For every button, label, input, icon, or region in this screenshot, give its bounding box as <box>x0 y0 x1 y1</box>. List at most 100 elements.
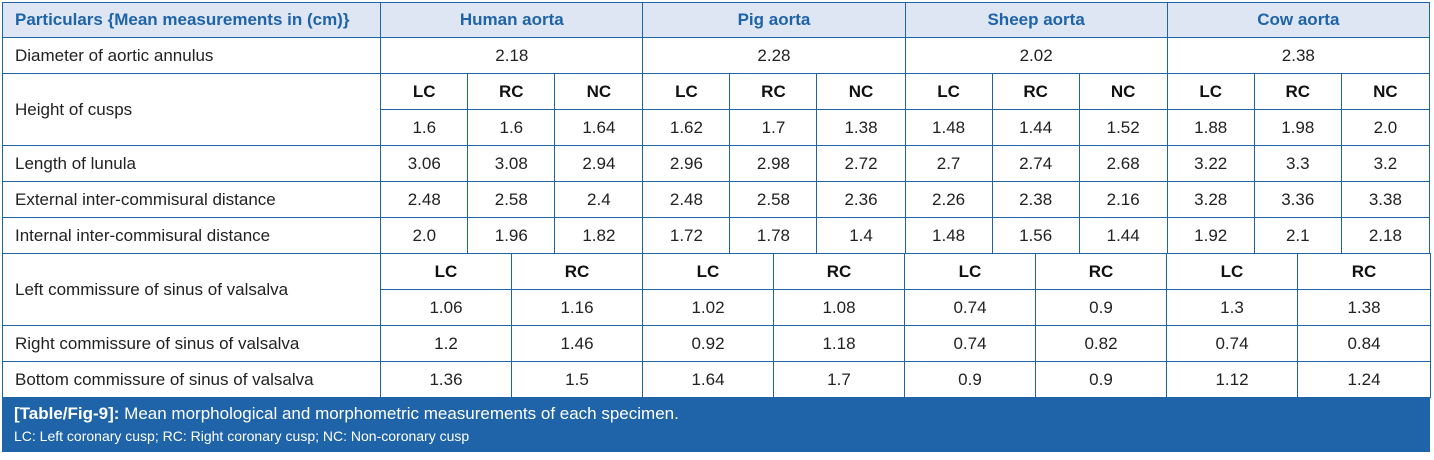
cusp-label: LC <box>380 73 469 110</box>
row-label: Left commissure of sinus of valsalva <box>2 253 381 326</box>
cusp-label: RC <box>1297 253 1431 290</box>
table-cell: 1.7 <box>729 109 818 146</box>
table-cell: 1.52 <box>1078 109 1168 146</box>
table-cell: 3.22 <box>1166 145 1255 182</box>
table-cell: 2.7 <box>904 145 993 182</box>
table-row: Left commissure of sinus of valsalva LC … <box>2 253 1431 326</box>
table-cell: 2.74 <box>991 145 1080 182</box>
row-label: Bottom commissure of sinus of valsalva <box>2 361 381 398</box>
table-cell: 3.06 <box>380 145 469 182</box>
table-cell: 1.08 <box>773 289 905 326</box>
table-cell: 1.46 <box>511 325 643 362</box>
table-cell: 1.6 <box>467 109 556 146</box>
table-row: Bottom commissure of sinus of valsalva 1… <box>2 361 1431 398</box>
table-cell: 1.16 <box>511 289 643 326</box>
cusp-label: LC <box>904 253 1036 290</box>
table-cell: 2.1 <box>1253 217 1342 254</box>
header-pig-aorta: Pig aorta <box>642 2 906 38</box>
cusp-label: RC <box>511 253 643 290</box>
row-label: Right commissure of sinus of valsalva <box>2 325 381 362</box>
caption-footnote: LC: Left coronary cusp; RC: Right corona… <box>14 428 470 444</box>
table-cell: 2.48 <box>380 181 469 218</box>
table-cell: 2.58 <box>467 181 556 218</box>
table-cell: 2.58 <box>729 181 818 218</box>
table-cell: 3.08 <box>467 145 556 182</box>
table-cell: 2.16 <box>1078 181 1168 218</box>
table-row: Length of lunula 3.06 3.08 2.94 2.96 2.9… <box>1 145 1431 182</box>
table-cell: 2.26 <box>904 181 993 218</box>
table-cell: 1.62 <box>642 109 731 146</box>
table-row: Internal inter-commisural distance 2.0 1… <box>1 217 1431 254</box>
table-cell: 2.4 <box>554 181 644 218</box>
table-row: Diameter of aortic annulus 2.18 2.28 2.0… <box>1 37 1431 74</box>
row-label: Internal inter-commisural distance <box>1 217 382 254</box>
caption-text: Mean morphological and morphometric meas… <box>119 404 679 423</box>
table-cell: 1.4 <box>816 217 906 254</box>
cusp-label: RC <box>991 73 1080 110</box>
table-cell: 0.74 <box>1166 325 1298 362</box>
table-cell: 2.38 <box>1166 37 1431 74</box>
cusp-label: NC <box>1340 73 1431 110</box>
table-cell: 1.5 <box>511 361 643 398</box>
table-cell: 1.2 <box>380 325 512 362</box>
table-cell: 2.0 <box>380 217 469 254</box>
table-cell: 1.48 <box>904 109 993 146</box>
measurements-table: Particulars {Mean measurements in (cm)} … <box>1 2 1431 254</box>
cusp-label: LC <box>642 253 774 290</box>
table-cell: 1.82 <box>554 217 644 254</box>
table-cell: 1.98 <box>1253 109 1342 146</box>
table-cell: 1.96 <box>467 217 556 254</box>
cusp-label: LC <box>1166 253 1298 290</box>
table-cell: 2.96 <box>642 145 731 182</box>
table-cell: 3.28 <box>1166 181 1255 218</box>
cusp-label: LC <box>904 73 993 110</box>
header-human-aorta: Human aorta <box>380 2 644 38</box>
table-cell: 3.2 <box>1340 145 1431 182</box>
table-cell: 1.48 <box>904 217 993 254</box>
header-row: Particulars {Mean measurements in (cm)} … <box>1 2 1431 38</box>
table-row: External inter-commisural distance 2.48 … <box>1 181 1431 218</box>
table-cell: 2.02 <box>904 37 1168 74</box>
table-cell: 2.48 <box>642 181 731 218</box>
row-label: Diameter of aortic annulus <box>1 37 382 74</box>
cusp-label: LC <box>380 253 512 290</box>
table-row: 1.06 1.16 1.02 1.08 0.74 0.9 1.3 1.38 <box>3 289 1431 326</box>
table-cell: 1.06 <box>380 289 512 326</box>
table-cell: 1.24 <box>1297 361 1431 398</box>
table-cell: 0.9 <box>1035 361 1167 398</box>
table-cell: 1.72 <box>642 217 731 254</box>
table-cell: 0.74 <box>904 325 1036 362</box>
table-cell: 2.68 <box>1078 145 1168 182</box>
cusp-label: LC <box>1166 73 1255 110</box>
table-cell: 2.38 <box>991 181 1080 218</box>
commissure-table: Left commissure of sinus of valsalva LC … <box>2 253 1431 398</box>
cusp-label: RC <box>1035 253 1167 290</box>
table-cell: 1.38 <box>816 109 906 146</box>
table-cell: 2.18 <box>380 37 644 74</box>
table-caption: [Table/Fig-9]: Mean morphological and mo… <box>2 398 1430 452</box>
cusp-label: NC <box>554 73 644 110</box>
table-cell: 1.44 <box>991 109 1080 146</box>
caption-title: [Table/Fig-9]: Mean morphological and mo… <box>14 404 1418 424</box>
table-row: 1.6 1.6 1.64 1.62 1.7 1.38 1.48 1.44 1.5… <box>3 109 1431 146</box>
table-cell: 1.36 <box>380 361 512 398</box>
table-cell: 1.56 <box>991 217 1080 254</box>
header-sheep-aorta: Sheep aorta <box>904 2 1168 38</box>
header-particulars: Particulars {Mean measurements in (cm)} <box>1 2 382 38</box>
table-cell: 1.7 <box>773 361 905 398</box>
cusp-label: RC <box>1253 73 1342 110</box>
cusp-label: NC <box>1078 73 1168 110</box>
row-label: Length of lunula <box>1 145 382 182</box>
table-cell: 1.92 <box>1166 217 1255 254</box>
row-label: Height of cusps <box>1 73 382 146</box>
cusp-label: NC <box>816 73 906 110</box>
header-cow-aorta: Cow aorta <box>1166 2 1431 38</box>
table-cell: 1.38 <box>1297 289 1431 326</box>
table-cell: 0.74 <box>904 289 1036 326</box>
row-label: External inter-commisural distance <box>1 181 382 218</box>
table-cell: 2.36 <box>816 181 906 218</box>
table-cell: 2.18 <box>1340 217 1431 254</box>
cusp-label: RC <box>773 253 905 290</box>
table-cell: 1.18 <box>773 325 905 362</box>
table-cell: 2.94 <box>554 145 644 182</box>
